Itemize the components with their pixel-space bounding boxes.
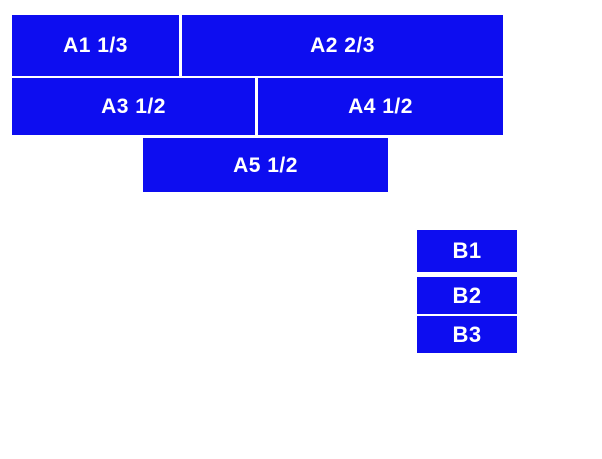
box-a1[interactable]: A1 1/3 bbox=[12, 15, 179, 76]
box-a4[interactable]: A4 1/2 bbox=[258, 78, 503, 135]
box-b2[interactable]: B2 bbox=[417, 277, 517, 314]
box-a2[interactable]: A2 2/3 bbox=[182, 15, 503, 76]
box-a2-label: A2 2/3 bbox=[310, 34, 375, 57]
box-a5[interactable]: A5 1/2 bbox=[143, 138, 388, 192]
box-a5-label: A5 1/2 bbox=[233, 153, 298, 177]
box-a4-label: A4 1/2 bbox=[348, 95, 413, 118]
box-a1-label: A1 1/3 bbox=[63, 34, 128, 57]
box-b2-label: B2 bbox=[452, 282, 482, 308]
box-b1-label: B1 bbox=[452, 238, 482, 263]
box-b3[interactable]: B3 bbox=[417, 316, 517, 353]
box-a3-label: A3 1/2 bbox=[101, 95, 166, 118]
box-b1[interactable]: B1 bbox=[417, 230, 517, 272]
box-a3[interactable]: A3 1/2 bbox=[12, 78, 255, 135]
box-b3-label: B3 bbox=[452, 321, 482, 347]
